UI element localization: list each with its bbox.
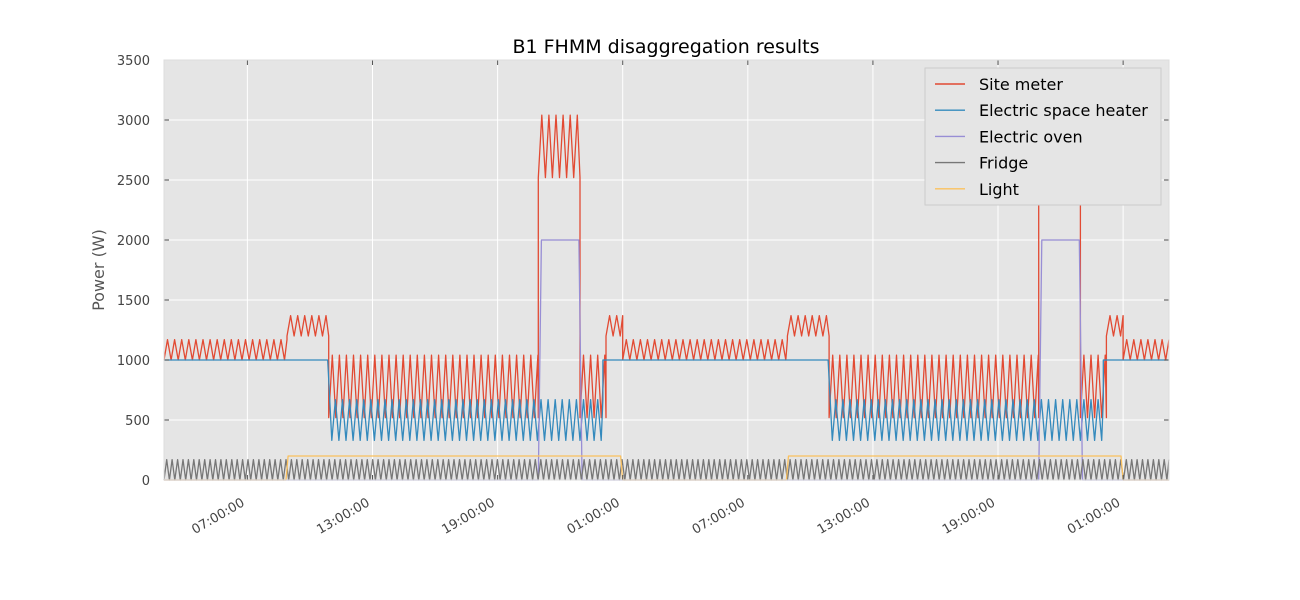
y-tick-label: 2500 bbox=[117, 174, 150, 189]
legend-label: Electric oven bbox=[979, 127, 1083, 146]
y-tick-label: 1000 bbox=[117, 354, 150, 369]
y-axis-label: Power (W) bbox=[89, 229, 108, 311]
legend-label: Light bbox=[979, 180, 1019, 199]
series-line-3 bbox=[163, 458, 1170, 481]
y-tick-label: 2000 bbox=[117, 234, 150, 249]
series-line-1 bbox=[164, 359, 1169, 442]
y-tick-label: 3000 bbox=[117, 114, 150, 129]
legend-label: Electric space heater bbox=[979, 101, 1148, 120]
x-tick-label: 19:00:00 bbox=[440, 495, 498, 537]
y-tick-label: 0 bbox=[142, 474, 150, 489]
legend: Site meter Electric space heater Electric … bbox=[924, 67, 1162, 206]
x-tick-label: 01:00:00 bbox=[1065, 495, 1123, 537]
x-tick-label: 07:00:00 bbox=[189, 495, 247, 537]
y-tick-label: 500 bbox=[125, 414, 150, 429]
legend-label: Fridge bbox=[979, 154, 1028, 173]
y-tick-label: 1500 bbox=[117, 294, 150, 309]
x-tick-label: 01:00:00 bbox=[565, 495, 623, 537]
x-tick-label: 07:00:00 bbox=[690, 495, 748, 537]
plot-frame bbox=[163, 59, 1170, 481]
x-tick-label: 19:00:00 bbox=[940, 495, 998, 537]
x-tick-label: 13:00:00 bbox=[815, 495, 873, 537]
chart-title: B1 FHMM disaggregation results bbox=[512, 36, 819, 58]
y-tick-label: 3500 bbox=[117, 54, 150, 69]
legend-label: Site meter bbox=[979, 75, 1063, 94]
x-tick-label: 13:00:00 bbox=[314, 495, 372, 537]
